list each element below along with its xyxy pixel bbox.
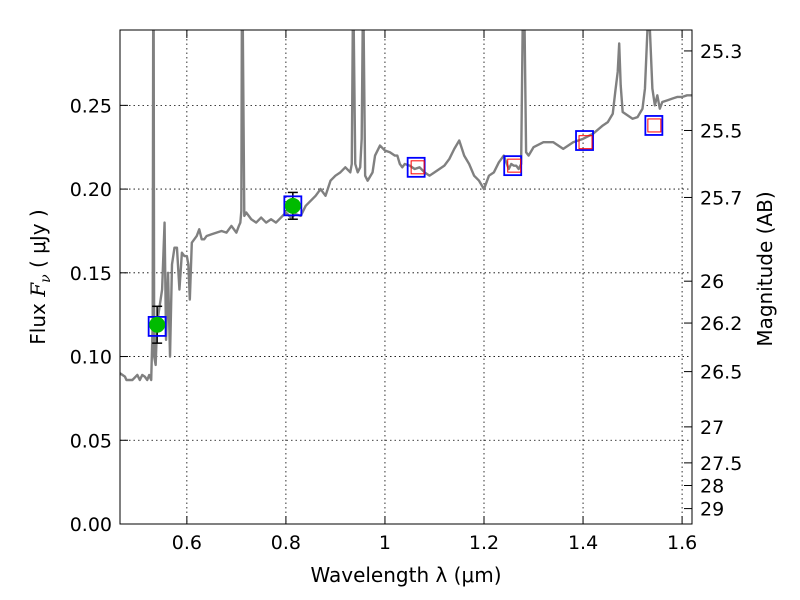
y-tick-label: 0.20 (70, 179, 112, 201)
model-photometry-marker (406, 156, 426, 178)
spectrum-layer (120, 30, 692, 382)
x-tick-label: 1.6 (667, 532, 697, 554)
mag-tick-label: 26.5 (700, 362, 742, 384)
y2-axis-title: Magnitude (AB) (753, 191, 777, 346)
model-photometry-marker (503, 155, 523, 177)
model-photometry-marker (283, 195, 303, 217)
mag-tick-label: 25.5 (700, 120, 742, 142)
y-tick-label: 0.00 (70, 514, 112, 536)
grid-lines (120, 30, 692, 525)
mag-tick-label: 29 (700, 499, 724, 521)
x-tick-label: 1.2 (469, 532, 499, 554)
x-tick-label: 1.4 (568, 532, 598, 554)
mag-tick-label: 25.3 (700, 41, 742, 63)
mag-tick-label: 27 (700, 417, 724, 439)
x-tick-label: 1 (379, 532, 391, 554)
x-axis-title: Wavelength λ (μm) (310, 563, 501, 587)
x-tick-label: 0.8 (271, 532, 301, 554)
upper-limit-marker (578, 135, 593, 150)
x-tick-label: 0.6 (172, 532, 202, 554)
axis-tick-labels: 0.6 0.8 1 1.2 1.4 1.6 0.00 0.05 0.10 0.15 0.20 0.25… (70, 41, 743, 554)
mag-tick-label: 26 (700, 271, 724, 293)
mag-tick-label: 28 (700, 475, 724, 497)
plot-frame (119, 29, 693, 525)
model-photometry-marker (644, 115, 664, 136)
mag-tick-label: 27.5 (700, 453, 742, 475)
y-tick-label: 0.25 (70, 95, 112, 117)
mag-tick-label: 25.7 (700, 187, 742, 209)
y-tick-label: 0.15 (70, 263, 112, 285)
y-tick-label: 0.05 (70, 430, 112, 452)
upper-limit-marker (507, 158, 522, 173)
axis-ticks (120, 30, 692, 525)
mag-tick-label: 26.2 (700, 313, 742, 335)
upper-limit-marker (647, 118, 662, 133)
y-axis-title: Flux Fν ( μJy ) (26, 209, 54, 344)
photometry-layer (147, 115, 664, 344)
y-tick-label: 0.10 (70, 347, 112, 369)
observed-point (149, 316, 166, 333)
model-photometry-marker (575, 130, 594, 151)
observed-point (284, 197, 301, 214)
upper-limit-marker (410, 160, 425, 175)
spectrum-line (120, 30, 692, 382)
